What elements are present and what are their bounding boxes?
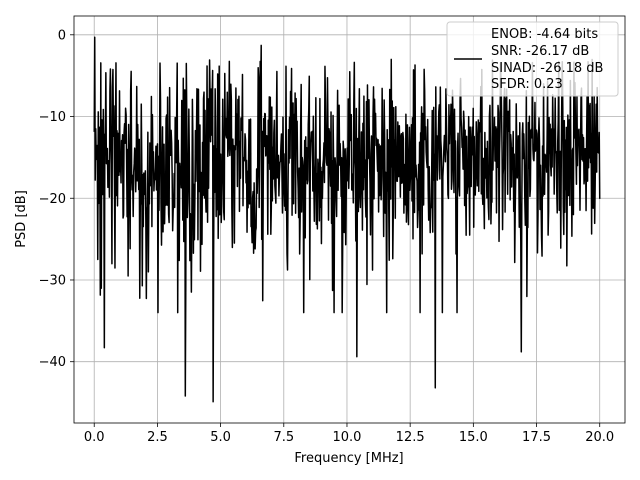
x-tick-label: 5.0 [210,430,231,445]
x-tick-label: 12.5 [396,430,425,445]
x-tick-label: 17.5 [522,430,551,445]
legend-sinad: SINAD: -26.18 dB [491,61,603,76]
psd-series-line [93,36,601,403]
y-tick-label: 0 [58,28,66,43]
x-tick-label: 0.0 [84,430,105,445]
axis-ticks: 0.0 2.5 5.0 7.5 10.0 12.5 15.0 17.5 20.0 0 −10 −20 −… [39,28,615,445]
axes-frame [73,15,626,424]
x-tick-label: 15.0 [459,430,488,445]
legend-sfdr: SFDR: 0.23 [491,77,563,92]
x-axis-label: Frequency [MHz] [294,451,403,466]
y-tick-label: −20 [39,192,66,207]
y-tick-label: −10 [39,110,66,125]
y-tick-label: −40 [39,355,66,370]
legend: ENOB: -4.64 bits SNR: -26.17 dB SINAD: -… [446,21,619,97]
x-tick-label: 10.0 [332,430,361,445]
series-layer [93,36,601,403]
x-tick-label: 2.5 [147,430,168,445]
legend-box [446,21,619,97]
legend-snr: SNR: -26.17 dB [491,44,589,59]
legend-enob: ENOB: -4.64 bits [491,27,598,42]
x-tick-label: 20.0 [585,430,614,445]
x-tick-label: 7.5 [273,430,294,445]
y-tick-label: −30 [39,273,66,288]
y-axis-label: PSD [dB] [14,190,29,248]
